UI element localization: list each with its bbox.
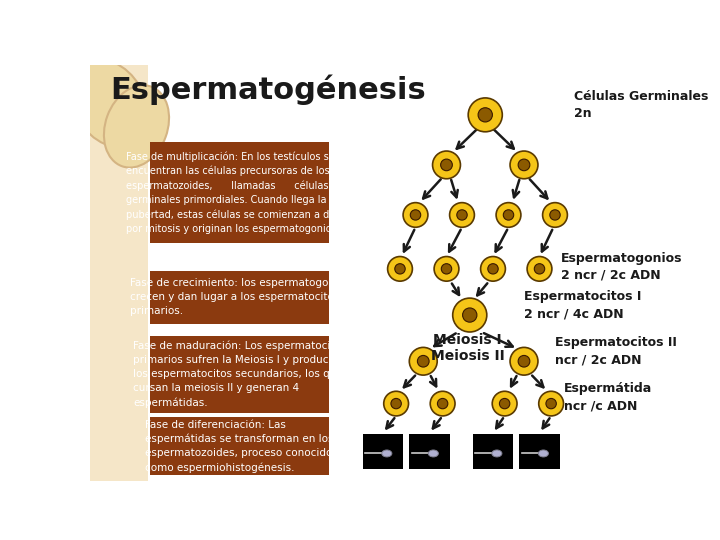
Circle shape (462, 308, 477, 322)
Circle shape (453, 298, 487, 332)
Ellipse shape (428, 450, 438, 457)
Circle shape (410, 210, 420, 220)
Circle shape (387, 256, 413, 281)
FancyBboxPatch shape (409, 434, 449, 469)
Circle shape (492, 392, 517, 416)
Circle shape (468, 98, 503, 132)
Text: Fase de maduración: Los espermatocitos
primarios sufren la Meiosis I y producen
: Fase de maduración: Los espermatocitos p… (133, 341, 346, 408)
Ellipse shape (382, 450, 392, 457)
Text: Espermatogonios
2 ncr / 2c ADN: Espermatogonios 2 ncr / 2c ADN (561, 252, 683, 281)
Ellipse shape (71, 60, 148, 147)
Circle shape (441, 264, 451, 274)
FancyBboxPatch shape (150, 417, 329, 475)
Circle shape (550, 210, 560, 220)
Text: Espermatocitos II
ncr / 2c ADN: Espermatocitos II ncr / 2c ADN (555, 336, 677, 366)
Text: Espermátida
ncr /c ADN: Espermátida ncr /c ADN (564, 382, 652, 413)
Circle shape (496, 202, 521, 227)
FancyBboxPatch shape (90, 65, 148, 481)
Circle shape (418, 355, 429, 367)
Text: Meiosis I: Meiosis I (433, 334, 502, 347)
FancyBboxPatch shape (150, 271, 329, 323)
Circle shape (518, 159, 530, 171)
Ellipse shape (492, 450, 502, 457)
Text: Células Germinales
2n: Células Germinales 2n (575, 90, 708, 120)
Circle shape (481, 256, 505, 281)
Ellipse shape (539, 450, 549, 457)
Circle shape (487, 264, 498, 274)
Circle shape (546, 399, 557, 409)
Circle shape (478, 108, 492, 122)
Text: Fase de crecimiento: los espermatogonios
crecen y dan lugar a los espermatocitos: Fase de crecimiento: los espermatogonios… (130, 278, 349, 316)
Text: Fase de diferenciación: Las
espermátidas se transforman en los
espermatozoides, : Fase de diferenciación: Las espermátidas… (145, 420, 334, 473)
Circle shape (503, 210, 513, 220)
Circle shape (527, 256, 552, 281)
Circle shape (500, 399, 510, 409)
FancyBboxPatch shape (363, 434, 403, 469)
Circle shape (391, 399, 401, 409)
Circle shape (518, 355, 530, 367)
Text: Fase de multiplicación: En los testículos se
encuentran las células precursoras : Fase de multiplicación: En los testículo… (126, 151, 354, 234)
Circle shape (403, 202, 428, 227)
Circle shape (434, 256, 459, 281)
Circle shape (534, 264, 545, 274)
Circle shape (441, 159, 452, 171)
FancyBboxPatch shape (519, 434, 559, 469)
Circle shape (543, 202, 567, 227)
Text: Espermatogénesis: Espermatogénesis (110, 74, 426, 105)
FancyBboxPatch shape (150, 142, 329, 244)
FancyBboxPatch shape (473, 434, 513, 469)
Circle shape (510, 347, 538, 375)
Circle shape (433, 151, 461, 179)
Ellipse shape (104, 85, 169, 167)
Circle shape (384, 392, 408, 416)
Text: Meiosis II: Meiosis II (431, 349, 504, 363)
Circle shape (456, 210, 467, 220)
Circle shape (395, 264, 405, 274)
Circle shape (438, 399, 448, 409)
Circle shape (539, 392, 564, 416)
Circle shape (510, 151, 538, 179)
Circle shape (431, 392, 455, 416)
FancyBboxPatch shape (150, 336, 329, 413)
Circle shape (409, 347, 437, 375)
Circle shape (449, 202, 474, 227)
Text: Espermatocitos I
2 ncr / 4c ADN: Espermatocitos I 2 ncr / 4c ADN (524, 290, 642, 320)
